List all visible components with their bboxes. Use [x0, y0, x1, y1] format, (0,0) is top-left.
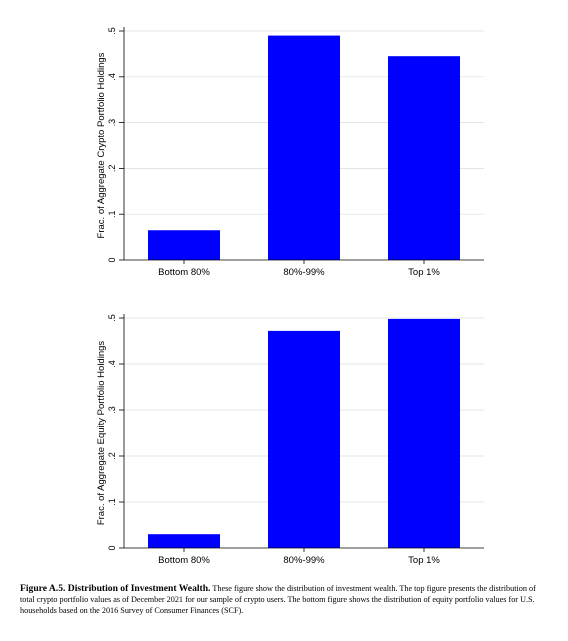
crypto-holdings-chart-svg: 0 .1 .2 .3 .4 .5 Bottom 80% 80%-99% Top 1% Frac. …	[96, 27, 484, 278]
crypto-holdings-chart: 0 .1 .2 .3 .4 .5 Bottom 80% 80%-99% Top 1% Frac. …	[0, 0, 568, 290]
y-tick-label: .3	[107, 406, 117, 414]
bar-bottom-80	[148, 230, 220, 260]
bar-bottom-80	[148, 534, 220, 548]
equity-holdings-chart-svg: 0 .1 .2 .3 .4 .5 Bottom 80% 80%-99% Top 1% Frac. …	[96, 314, 484, 566]
y-tick-label: 0	[107, 545, 117, 550]
y-tick-label: .4	[107, 360, 117, 368]
figure-caption: Figure A.5. Distribution of Investment W…	[20, 583, 550, 616]
x-tick-label: Top 1%	[408, 555, 440, 566]
bar-top-1	[388, 56, 460, 260]
bar-80-99	[268, 35, 340, 260]
y-tick-label: .2	[107, 452, 117, 460]
y-tick-label: 0	[107, 257, 117, 262]
y-tick-label: .5	[107, 27, 117, 35]
x-tick-label: 80%-99%	[283, 267, 325, 278]
y-tick-label: .5	[107, 314, 117, 322]
y-axis-title: Frac. of Aggregate Equity Portfolio Hold…	[96, 341, 107, 526]
bar-80-99	[268, 330, 340, 548]
figure-label: Figure A.5. Distribution of Investment W…	[20, 583, 211, 594]
y-tick-label: .2	[107, 165, 117, 173]
caption-text: These figure show the distribution of in…	[20, 584, 536, 615]
y-tick-label: .1	[107, 498, 117, 506]
y-tick-label: .4	[107, 73, 117, 81]
x-tick-label: 80%-99%	[283, 555, 325, 566]
y-tick-label: .1	[107, 210, 117, 218]
y-axis-title: Frac. of Aggregate Crypto Portfolio Hold…	[96, 52, 107, 238]
x-tick-label: Bottom 80%	[158, 555, 210, 566]
bar-top-1	[388, 318, 460, 548]
y-tick-label: .3	[107, 119, 117, 127]
x-tick-label: Top 1%	[408, 267, 440, 278]
x-tick-label: Bottom 80%	[158, 267, 210, 278]
equity-holdings-chart: 0 .1 .2 .3 .4 .5 Bottom 80% 80%-99% Top 1% Frac. …	[0, 295, 568, 575]
